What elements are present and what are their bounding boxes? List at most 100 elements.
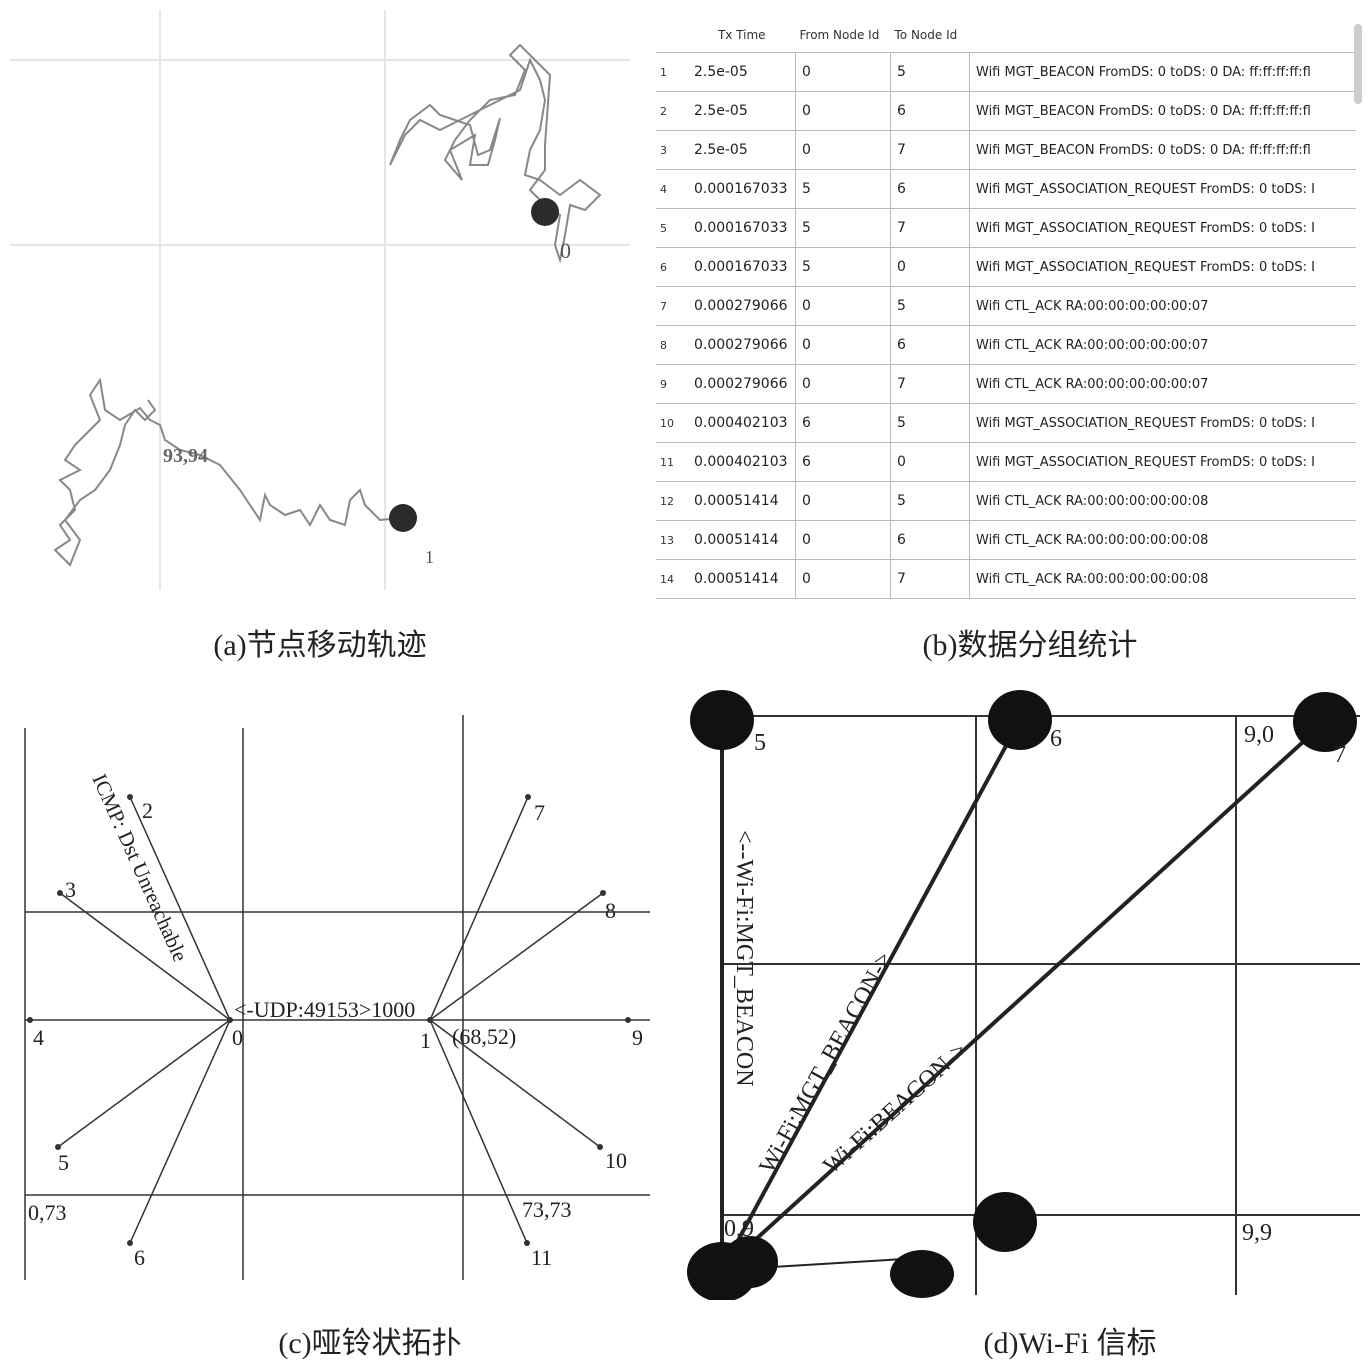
- to-node-cell: 7: [890, 559, 970, 599]
- node-5-marker: [690, 690, 754, 750]
- from-node-cell: 5: [795, 169, 891, 209]
- coordinate-label: 93,94: [163, 445, 208, 467]
- caption-a: (a)节点移动轨迹: [213, 629, 427, 662]
- table-row[interactable]: 8 0.000279066 0 6 Wifi CTL_ACK RA:00:00:00:0…: [656, 325, 1356, 365]
- node-4: [27, 1017, 33, 1023]
- udp-flow-label: <-UDP:49153>1000: [234, 997, 415, 1022]
- node-8: [600, 890, 606, 896]
- table-row[interactable]: 12 0.00051414 0 5 Wifi CTL_ACK RA:00:00:00:0…: [656, 481, 1356, 521]
- coordinate-0-9: 0,9: [724, 1216, 754, 1242]
- column-from-node[interactable]: From Node Id: [795, 18, 891, 53]
- wifi-canvas: 5 6 7 9,0 0,9 9,9 <--Wi-Fi:MGT_BEACON Wi…: [687, 690, 1360, 1300]
- caption-b: (b)数据分组统计: [922, 629, 1138, 662]
- info-cell: Wifi CTL_ACK RA:00:00:00:00:00:08: [969, 481, 1356, 521]
- to-node-cell: 5: [890, 52, 970, 92]
- table-row[interactable]: 7 0.000279066 0 5 Wifi CTL_ACK RA:00:00:00:0…: [656, 286, 1356, 326]
- icmp-label: ICMP: Dst Unreachable: [87, 770, 192, 965]
- tx-time-cell: 0.00051414: [688, 559, 796, 599]
- dumbbell-canvas: 0 1 2 3 4 5 6 7 8 9 10 11 (68,52) 0,73 7…: [24, 715, 650, 1280]
- beacon-links: [720, 719, 1327, 1272]
- node-0-label: 0: [232, 1025, 243, 1050]
- column-to-node[interactable]: To Node Id: [890, 18, 970, 53]
- node-6: [127, 1240, 133, 1246]
- tx-time-cell: 0.00051414: [688, 481, 796, 521]
- to-node-cell: 6: [890, 91, 970, 131]
- caption-d: (d)Wi-Fi 信标: [983, 1327, 1157, 1360]
- node-2-label: 2: [142, 798, 153, 823]
- table-row[interactable]: 9 0.000279066 0 7 Wifi CTL_ACK RA:00:00:00:0…: [656, 364, 1356, 404]
- to-node-cell: 6: [890, 520, 970, 560]
- wifi-beacon-panel: 5 6 7 9,0 0,9 9,9 <--Wi-Fi:MGT_BEACON Wi…: [680, 680, 1371, 1300]
- node-1: [427, 1017, 433, 1023]
- to-node-cell: 6: [890, 325, 970, 365]
- faint-grid: [10, 10, 630, 590]
- tx-time-cell: 2.5e-05: [688, 91, 796, 131]
- table-row[interactable]: 5 0.000167033 5 7 Wifi MGT_ASSOCIATION_REQUE…: [656, 208, 1356, 248]
- node-0: [227, 1017, 233, 1023]
- node-9-label: 9: [632, 1025, 643, 1050]
- row-index: 9: [656, 364, 688, 404]
- info-cell: Wifi MGT_ASSOCIATION_REQUEST FromDS: 0 t…: [969, 247, 1356, 287]
- table-row[interactable]: 2 2.5e-05 0 6 Wifi MGT_BEACON FromDS: 0 toDS…: [656, 91, 1356, 131]
- table-row[interactable]: 11 0.000402103 6 0 Wifi MGT_ASSOCIATION_REQU…: [656, 442, 1356, 482]
- node-6-label: 6: [134, 1245, 145, 1270]
- from-node-cell: 0: [795, 91, 891, 131]
- column-tx-time[interactable]: Tx Time: [688, 18, 796, 53]
- row-index: 2: [656, 91, 688, 131]
- to-node-cell: 5: [890, 286, 970, 326]
- trajectory-path-node-0: [389, 43, 602, 264]
- node-11-label: 11: [531, 1245, 552, 1270]
- info-cell: Wifi MGT_ASSOCIATION_REQUEST FromDS: 0 t…: [969, 169, 1356, 209]
- from-node-cell: 0: [795, 130, 891, 170]
- table-row[interactable]: 14 0.00051414 0 7 Wifi CTL_ACK RA:00:00:00:0…: [656, 559, 1356, 599]
- from-node-cell: 6: [795, 442, 891, 482]
- table-row[interactable]: 1 2.5e-05 0 5 Wifi MGT_BEACON FromDS: 0 toDS…: [656, 52, 1356, 92]
- row-index: 6: [656, 247, 688, 287]
- row-index: 10: [656, 403, 688, 443]
- node-7-marker: [1293, 692, 1357, 752]
- tx-time-cell: 2.5e-05: [688, 130, 796, 170]
- info-cell: Wifi CTL_ACK RA:00:00:00:00:00:07: [969, 325, 1356, 365]
- info-cell: Wifi MGT_ASSOCIATION_REQUEST FromDS: 0 t…: [969, 442, 1356, 482]
- info-cell: Wifi MGT_BEACON FromDS: 0 toDS: 0 DA: ff…: [969, 52, 1356, 92]
- table-row[interactable]: 4 0.000167033 5 6 Wifi MGT_ASSOCIATION_REQUE…: [656, 169, 1356, 209]
- row-index: 13: [656, 520, 688, 560]
- coordinate-9-0: 9,0: [1244, 722, 1274, 748]
- node-0-marker: [531, 198, 559, 226]
- info-cell: Wifi MGT_ASSOCIATION_REQUEST FromDS: 0 t…: [969, 403, 1356, 443]
- node-3: [57, 890, 63, 896]
- node-5: [55, 1144, 61, 1150]
- from-node-cell: 0: [795, 481, 891, 521]
- node-11: [524, 1240, 530, 1246]
- node-3-label: 3: [65, 877, 76, 902]
- node-1-label: 1: [425, 547, 434, 567]
- node-7-label: 7: [1334, 742, 1346, 768]
- mgt-beacon-label: Wi-Fi:MGT_BEACON->: [755, 948, 898, 1178]
- table-row[interactable]: 13 0.00051414 0 6 Wifi CTL_ACK RA:00:00:00:0…: [656, 520, 1356, 560]
- table-row[interactable]: 6 0.000167033 5 0 Wifi MGT_ASSOCIATION_REQUE…: [656, 247, 1356, 287]
- caption-c: (c)哑铃状拓扑: [278, 1327, 462, 1360]
- node-7: [525, 794, 531, 800]
- node-6-label: 6: [1050, 726, 1062, 752]
- tx-time-cell: 0.000167033: [688, 208, 796, 248]
- from-node-cell: 0: [795, 364, 891, 404]
- table-row[interactable]: 3 2.5e-05 0 7 Wifi MGT_BEACON FromDS: 0 toDS…: [656, 130, 1356, 170]
- table-scrollbar[interactable]: [1354, 24, 1362, 104]
- node-bottom-right-marker: [973, 1192, 1037, 1252]
- table-row[interactable]: 10 0.000402103 6 5 Wifi MGT_ASSOCIATION_REQU…: [656, 403, 1356, 443]
- column-index: [656, 18, 688, 53]
- trajectory-panel: 0 1 93,94: [0, 0, 640, 600]
- info-cell: Wifi CTL_ACK RA:00:00:00:00:00:08: [969, 520, 1356, 560]
- from-node-cell: 5: [795, 247, 891, 287]
- info-cell: Wifi CTL_ACK RA:00:00:00:00:00:08: [969, 559, 1356, 599]
- node-5-label: 5: [754, 730, 766, 756]
- to-node-cell: 5: [890, 403, 970, 443]
- from-node-cell: 6: [795, 403, 891, 443]
- row-index: 3: [656, 130, 688, 170]
- info-cell: Wifi MGT_ASSOCIATION_REQUEST FromDS: 0 t…: [969, 208, 1356, 248]
- node-1-label: 1: [420, 1028, 431, 1053]
- node-10: [597, 1144, 603, 1150]
- tx-time-cell: 0.000402103: [688, 442, 796, 482]
- info-cell: Wifi CTL_ACK RA:00:00:00:00:00:07: [969, 364, 1356, 404]
- row-index: 11: [656, 442, 688, 482]
